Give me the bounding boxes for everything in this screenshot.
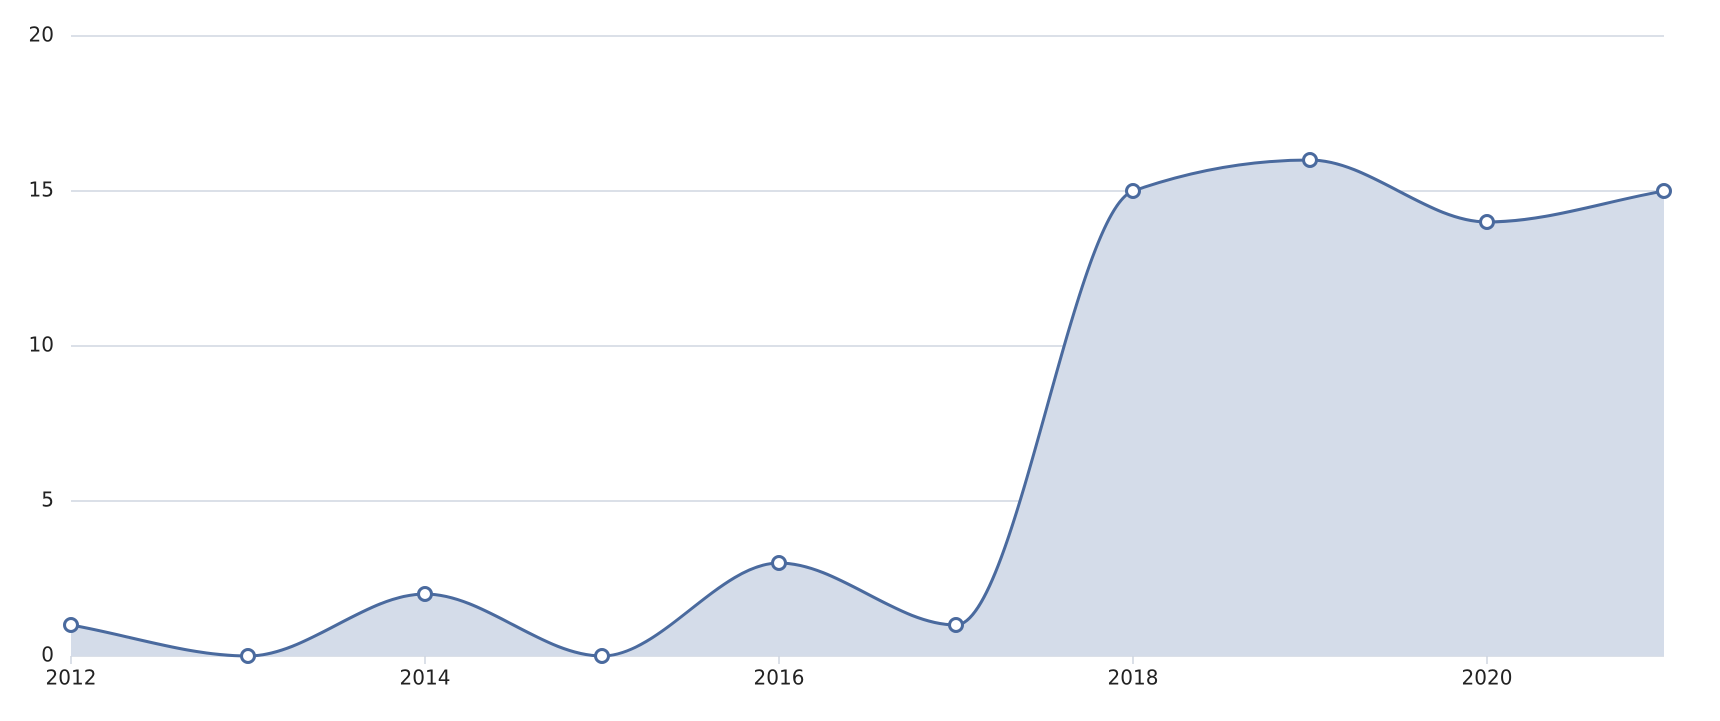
- x-tick-label: 2018: [1108, 666, 1159, 690]
- point: [594, 648, 610, 664]
- point: [240, 648, 256, 664]
- point: [1656, 183, 1672, 199]
- x-tick-label: 2020: [1462, 666, 1513, 690]
- point: [1479, 214, 1495, 230]
- point: [63, 617, 79, 633]
- y-tick-label: 0: [41, 643, 54, 667]
- point: [1302, 152, 1318, 168]
- x-tick-label: 2012: [46, 666, 97, 690]
- area: [71, 160, 1664, 656]
- point: [1125, 183, 1141, 199]
- line: [70, 158, 1665, 658]
- point: [417, 586, 433, 602]
- y-tick-label: 15: [29, 178, 54, 202]
- y-tick-label: 10: [29, 333, 54, 357]
- point: [771, 555, 787, 571]
- x-tick-label: 2016: [754, 666, 805, 690]
- y-tick-label: 5: [41, 488, 54, 512]
- y-tick-label: 20: [29, 23, 54, 47]
- x-tick-label: 2014: [400, 666, 451, 690]
- point: [948, 617, 964, 633]
